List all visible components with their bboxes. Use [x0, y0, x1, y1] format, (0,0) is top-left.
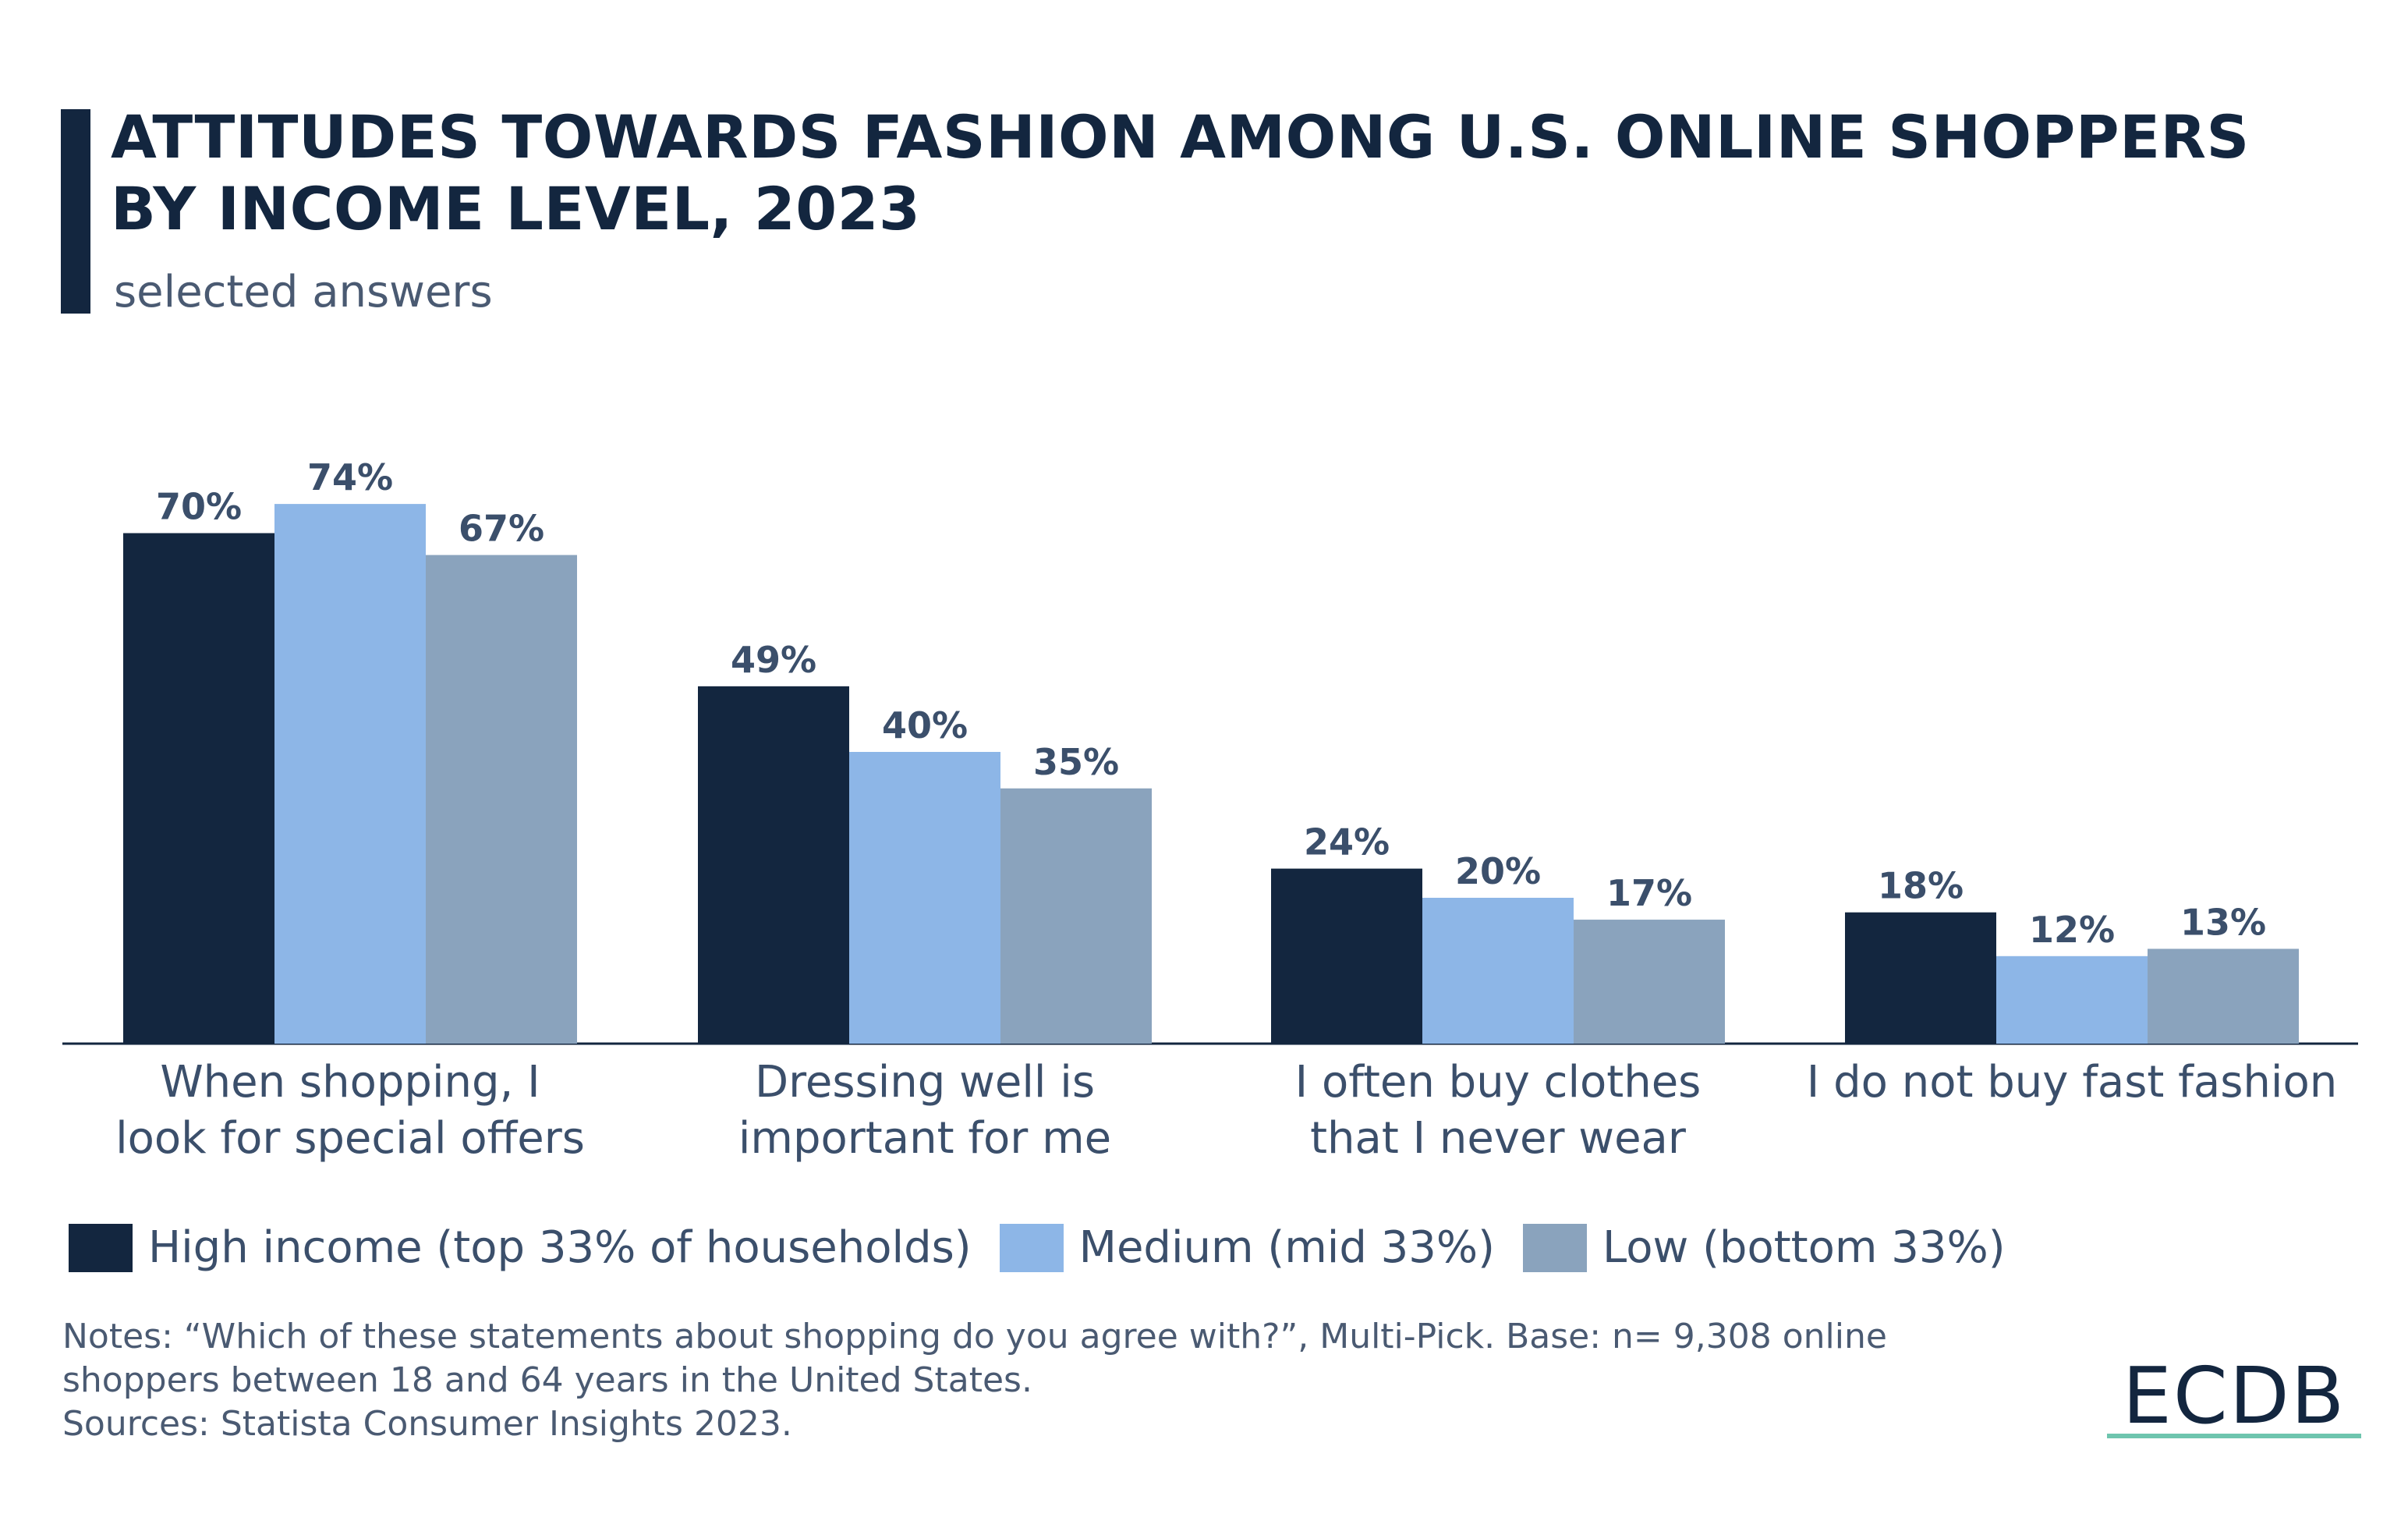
bar-medium-4: [1996, 956, 2148, 1044]
title-line-1: ATTITUDES TOWARDS FASHION AMONG U.S. ONL…: [111, 102, 2250, 172]
legend-item-medium: Medium (mid 33%): [999, 1221, 1495, 1275]
bar-high-income-3: [1271, 868, 1422, 1044]
title-line-2: BY INCOME LEVEL, 2023: [111, 174, 921, 243]
legend-item-low: Low (bottom 33%): [1522, 1221, 2006, 1275]
bar-high-income-4: [1845, 912, 1996, 1044]
data-label-high-income-3: 24%: [1304, 821, 1390, 863]
data-label-low-1: 67%: [459, 508, 544, 550]
x-tick-label-3: I often buy clothes that I never wear: [1294, 1057, 1702, 1164]
legend-label-medium: Medium (mid 33%): [1078, 1222, 1495, 1273]
chart-subtitle: selected answers: [114, 267, 493, 317]
chart-notes: Notes: “Which of these statements about …: [62, 1315, 2012, 1446]
bar-low-1: [426, 555, 577, 1044]
sources-line: Sources: Statista Consumer Insights 2023…: [62, 1404, 792, 1444]
legend-swatch-high-income: [69, 1224, 133, 1272]
legend: High income (top 33% of households) Medi…: [69, 1217, 2034, 1279]
data-label-medium-3: 20%: [1455, 850, 1541, 892]
notes-line-1: Notes: “Which of these statements about …: [62, 1317, 1887, 1356]
logo-underline: [2107, 1434, 2361, 1438]
data-label-low-4: 13%: [2180, 901, 2266, 943]
data-label-medium-4: 12%: [2029, 909, 2115, 951]
chart-title: ATTITUDES TOWARDS FASHION AMONG U.S. ONL…: [111, 101, 2333, 245]
x-tick-label-2: Dressing well is important for me: [738, 1057, 1112, 1164]
bar-medium-3: [1422, 898, 1574, 1044]
data-label-low-3: 17%: [1606, 872, 1692, 914]
data-label-high-income-2: 49%: [731, 639, 816, 681]
ecdb-logo: ECDB: [2122, 1350, 2346, 1441]
notes-line-2: shoppers between 18 and 64 years in the …: [62, 1360, 1032, 1400]
bar-medium-1: [274, 504, 426, 1044]
bar-low-4: [2148, 948, 2299, 1044]
data-label-high-income-1: 70%: [156, 486, 242, 528]
legend-label-low: Low (bottom 33%): [1602, 1222, 2006, 1273]
legend-swatch-medium: [999, 1224, 1064, 1272]
legend-item-high-income: High income (top 33% of households): [69, 1221, 972, 1275]
bar-high-income-1: [123, 533, 274, 1044]
bar-low-3: [1574, 920, 1725, 1044]
x-tick-label-4: I do not buy fast fashion: [1806, 1057, 2338, 1108]
bar-medium-2: [849, 752, 1000, 1044]
title-accent-bar: [61, 109, 90, 314]
x-tick-label-1: When shopping, I look for special offers: [115, 1057, 585, 1164]
legend-label-high-income: High income (top 33% of households): [148, 1222, 972, 1273]
data-label-low-2: 35%: [1033, 741, 1119, 783]
data-label-medium-1: 74%: [307, 456, 393, 498]
bar-high-income-2: [698, 686, 849, 1044]
data-label-medium-2: 40%: [882, 704, 968, 746]
legend-swatch-low: [1522, 1224, 1587, 1272]
bar-low-2: [1000, 788, 1152, 1044]
data-label-high-income-4: 18%: [1878, 865, 1964, 907]
